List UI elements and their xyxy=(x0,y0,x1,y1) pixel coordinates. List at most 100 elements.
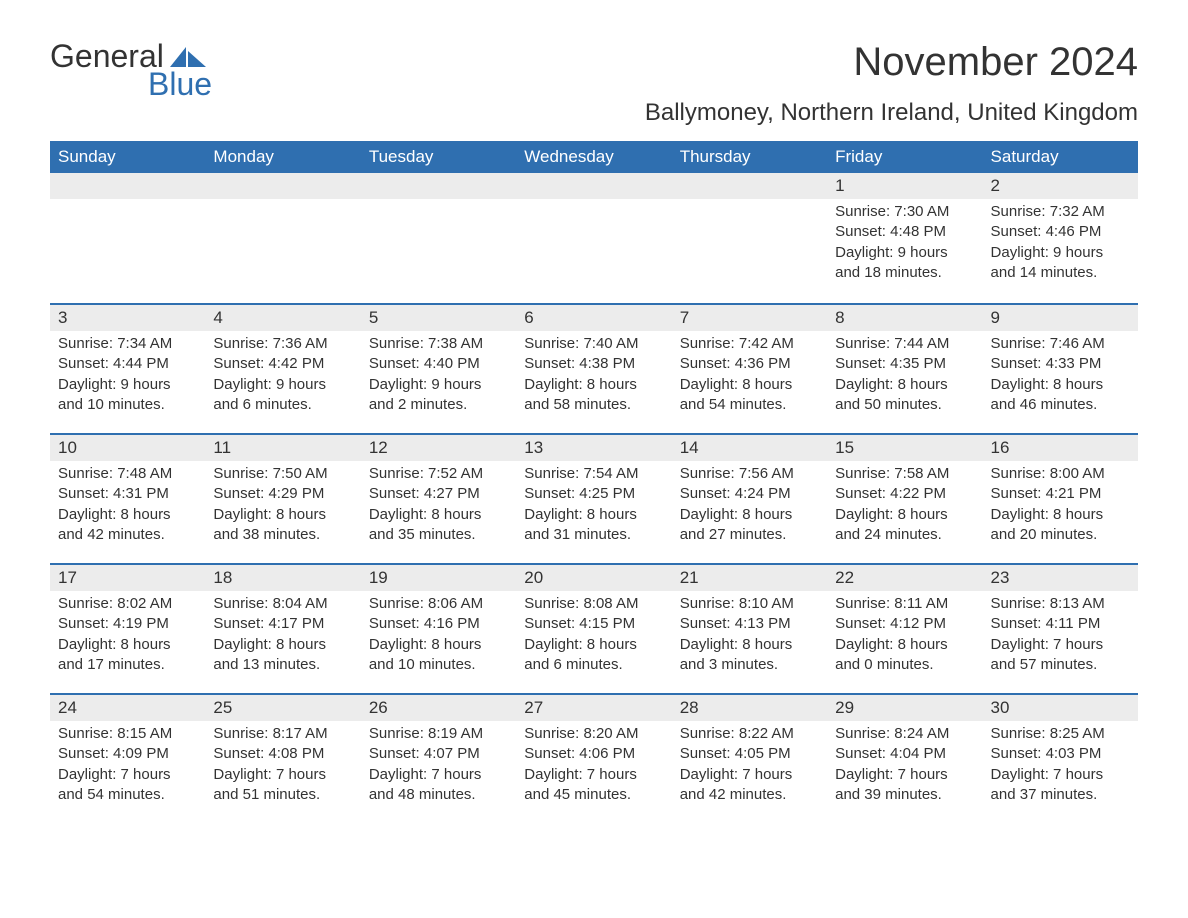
weekday-header: Tuesday xyxy=(361,141,516,173)
day-body: Sunrise: 7:40 AMSunset: 4:38 PMDaylight:… xyxy=(516,331,671,433)
day-cell: 24Sunrise: 8:15 AMSunset: 4:09 PMDayligh… xyxy=(50,695,205,823)
sunrise-line: Sunrise: 7:32 AM xyxy=(991,202,1130,222)
daylight-line: and 48 minutes. xyxy=(369,785,508,805)
daylight-line: Daylight: 9 hours xyxy=(835,243,974,263)
sunrise-line: Sunrise: 8:11 AM xyxy=(835,594,974,614)
daylight-line: Daylight: 8 hours xyxy=(835,505,974,525)
day-cell: 17Sunrise: 8:02 AMSunset: 4:19 PMDayligh… xyxy=(50,565,205,693)
day-body: Sunrise: 7:48 AMSunset: 4:31 PMDaylight:… xyxy=(50,461,205,563)
day-number: 15 xyxy=(827,435,982,461)
day-cell: 21Sunrise: 8:10 AMSunset: 4:13 PMDayligh… xyxy=(672,565,827,693)
daylight-line: and 10 minutes. xyxy=(369,655,508,675)
day-number: 3 xyxy=(50,305,205,331)
day-number: 24 xyxy=(50,695,205,721)
day-number: 7 xyxy=(672,305,827,331)
sunrise-line: Sunrise: 8:00 AM xyxy=(991,464,1130,484)
daylight-line: Daylight: 8 hours xyxy=(991,375,1130,395)
day-number: 22 xyxy=(827,565,982,591)
day-body: Sunrise: 7:50 AMSunset: 4:29 PMDaylight:… xyxy=(205,461,360,563)
day-body: Sunrise: 7:38 AMSunset: 4:40 PMDaylight:… xyxy=(361,331,516,433)
month-title: November 2024 xyxy=(645,40,1138,85)
sunrise-line: Sunrise: 7:58 AM xyxy=(835,464,974,484)
sunset-line: Sunset: 4:25 PM xyxy=(524,484,663,504)
sail-icon xyxy=(170,40,206,62)
daylight-line: and 24 minutes. xyxy=(835,525,974,545)
day-cell xyxy=(516,173,671,303)
sunset-line: Sunset: 4:12 PM xyxy=(835,614,974,634)
sunrise-line: Sunrise: 8:17 AM xyxy=(213,724,352,744)
day-cell xyxy=(361,173,516,303)
day-number xyxy=(205,173,360,199)
sunrise-line: Sunrise: 8:19 AM xyxy=(369,724,508,744)
sunrise-line: Sunrise: 8:02 AM xyxy=(58,594,197,614)
sunrise-line: Sunrise: 8:15 AM xyxy=(58,724,197,744)
day-body: Sunrise: 7:52 AMSunset: 4:27 PMDaylight:… xyxy=(361,461,516,563)
sunrise-line: Sunrise: 8:08 AM xyxy=(524,594,663,614)
day-cell: 19Sunrise: 8:06 AMSunset: 4:16 PMDayligh… xyxy=(361,565,516,693)
sunrise-line: Sunrise: 7:48 AM xyxy=(58,464,197,484)
sunrise-line: Sunrise: 7:34 AM xyxy=(58,334,197,354)
day-cell: 15Sunrise: 7:58 AMSunset: 4:22 PMDayligh… xyxy=(827,435,982,563)
day-body: Sunrise: 7:42 AMSunset: 4:36 PMDaylight:… xyxy=(672,331,827,433)
daylight-line: and 51 minutes. xyxy=(213,785,352,805)
day-body: Sunrise: 7:58 AMSunset: 4:22 PMDaylight:… xyxy=(827,461,982,563)
daylight-line: Daylight: 8 hours xyxy=(524,505,663,525)
week-row: 10Sunrise: 7:48 AMSunset: 4:31 PMDayligh… xyxy=(50,433,1138,563)
sunset-line: Sunset: 4:17 PM xyxy=(213,614,352,634)
daylight-line: and 38 minutes. xyxy=(213,525,352,545)
sunset-line: Sunset: 4:35 PM xyxy=(835,354,974,374)
daylight-line: and 6 minutes. xyxy=(524,655,663,675)
sunset-line: Sunset: 4:16 PM xyxy=(369,614,508,634)
daylight-line: Daylight: 8 hours xyxy=(524,635,663,655)
day-cell: 13Sunrise: 7:54 AMSunset: 4:25 PMDayligh… xyxy=(516,435,671,563)
day-cell: 2Sunrise: 7:32 AMSunset: 4:46 PMDaylight… xyxy=(983,173,1138,303)
daylight-line: Daylight: 9 hours xyxy=(58,375,197,395)
day-number: 26 xyxy=(361,695,516,721)
sunset-line: Sunset: 4:46 PM xyxy=(991,222,1130,242)
daylight-line: and 54 minutes. xyxy=(58,785,197,805)
day-number: 10 xyxy=(50,435,205,461)
day-body: Sunrise: 8:19 AMSunset: 4:07 PMDaylight:… xyxy=(361,721,516,823)
day-number: 12 xyxy=(361,435,516,461)
day-cell: 20Sunrise: 8:08 AMSunset: 4:15 PMDayligh… xyxy=(516,565,671,693)
day-cell: 4Sunrise: 7:36 AMSunset: 4:42 PMDaylight… xyxy=(205,305,360,433)
day-number: 13 xyxy=(516,435,671,461)
sunset-line: Sunset: 4:04 PM xyxy=(835,744,974,764)
day-cell: 14Sunrise: 7:56 AMSunset: 4:24 PMDayligh… xyxy=(672,435,827,563)
sunset-line: Sunset: 4:15 PM xyxy=(524,614,663,634)
day-body: Sunrise: 8:20 AMSunset: 4:06 PMDaylight:… xyxy=(516,721,671,823)
weekday-header-row: SundayMondayTuesdayWednesdayThursdayFrid… xyxy=(50,141,1138,173)
sunset-line: Sunset: 4:11 PM xyxy=(991,614,1130,634)
day-cell: 11Sunrise: 7:50 AMSunset: 4:29 PMDayligh… xyxy=(205,435,360,563)
day-cell: 5Sunrise: 7:38 AMSunset: 4:40 PMDaylight… xyxy=(361,305,516,433)
sunrise-line: Sunrise: 7:38 AM xyxy=(369,334,508,354)
day-body: Sunrise: 8:02 AMSunset: 4:19 PMDaylight:… xyxy=(50,591,205,693)
daylight-line: and 39 minutes. xyxy=(835,785,974,805)
daylight-line: Daylight: 8 hours xyxy=(369,505,508,525)
daylight-line: and 2 minutes. xyxy=(369,395,508,415)
weekday-header: Friday xyxy=(827,141,982,173)
day-number: 5 xyxy=(361,305,516,331)
sunrise-line: Sunrise: 8:25 AM xyxy=(991,724,1130,744)
sunset-line: Sunset: 4:13 PM xyxy=(680,614,819,634)
daylight-line: and 57 minutes. xyxy=(991,655,1130,675)
day-body: Sunrise: 8:17 AMSunset: 4:08 PMDaylight:… xyxy=(205,721,360,823)
daylight-line: and 42 minutes. xyxy=(58,525,197,545)
daylight-line: and 14 minutes. xyxy=(991,263,1130,283)
daylight-line: Daylight: 9 hours xyxy=(369,375,508,395)
day-body: Sunrise: 8:04 AMSunset: 4:17 PMDaylight:… xyxy=(205,591,360,693)
daylight-line: and 0 minutes. xyxy=(835,655,974,675)
day-body: Sunrise: 7:46 AMSunset: 4:33 PMDaylight:… xyxy=(983,331,1138,433)
daylight-line: Daylight: 7 hours xyxy=(524,765,663,785)
sunset-line: Sunset: 4:07 PM xyxy=(369,744,508,764)
daylight-line: and 45 minutes. xyxy=(524,785,663,805)
daylight-line: and 18 minutes. xyxy=(835,263,974,283)
day-body: Sunrise: 8:10 AMSunset: 4:13 PMDaylight:… xyxy=(672,591,827,693)
sunset-line: Sunset: 4:05 PM xyxy=(680,744,819,764)
sunset-line: Sunset: 4:36 PM xyxy=(680,354,819,374)
sunset-line: Sunset: 4:42 PM xyxy=(213,354,352,374)
daylight-line: Daylight: 8 hours xyxy=(680,505,819,525)
sunset-line: Sunset: 4:06 PM xyxy=(524,744,663,764)
location-subtitle: Ballymoney, Northern Ireland, United Kin… xyxy=(645,99,1138,127)
daylight-line: Daylight: 8 hours xyxy=(58,505,197,525)
